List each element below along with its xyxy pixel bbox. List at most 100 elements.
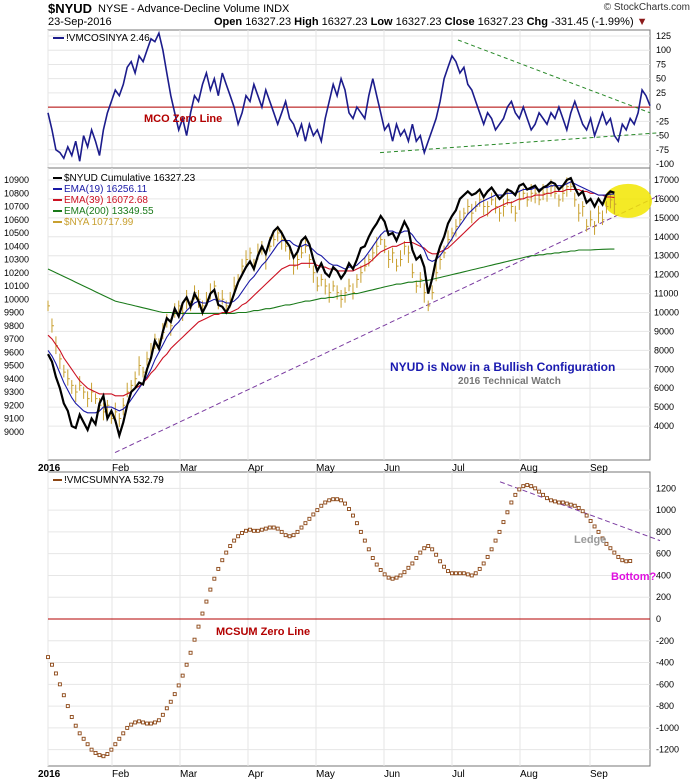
chart-date: 23-Sep-2016 bbox=[48, 16, 112, 28]
mcsum-point bbox=[69, 715, 74, 719]
month-label-aug: Aug bbox=[520, 769, 538, 780]
close-value: 16327.23 bbox=[477, 16, 524, 28]
mcsum-point bbox=[97, 753, 102, 758]
mcsum-point bbox=[339, 498, 344, 503]
low-label: Low bbox=[370, 16, 393, 28]
month-label-2016: 2016 bbox=[38, 769, 61, 780]
mcsum-point bbox=[283, 533, 288, 538]
mcsum-y-tick-label: 0 bbox=[656, 614, 661, 624]
mcsum-point bbox=[248, 527, 252, 532]
mco-y-tick-label: -100 bbox=[656, 159, 674, 169]
month-label-jul: Jul bbox=[452, 769, 465, 780]
mcsum-point bbox=[267, 525, 272, 530]
mcsum-point bbox=[398, 573, 403, 578]
mcsum-point bbox=[331, 497, 336, 502]
mcsum-point bbox=[521, 484, 526, 489]
mcsum-point bbox=[497, 529, 502, 534]
mcsum-point bbox=[319, 503, 324, 508]
mcsum-point bbox=[251, 528, 256, 533]
chg-label: Chg bbox=[526, 16, 548, 28]
high-label: High bbox=[294, 16, 319, 28]
mcsum-point bbox=[501, 520, 506, 525]
chart-header: $NYUD NYSE - Advance-Decline Volume INDX… bbox=[0, 0, 700, 30]
mcsum-point bbox=[240, 531, 245, 535]
mcsum-point bbox=[216, 566, 221, 571]
mcsum-point bbox=[600, 536, 605, 541]
chg-down-arrow-icon: ▼ bbox=[636, 16, 648, 28]
mcsum-point bbox=[529, 484, 534, 489]
mcsum-point bbox=[263, 526, 268, 531]
mcsum-point bbox=[537, 489, 542, 494]
low-value: 16327.23 bbox=[395, 16, 442, 28]
month-label-aug: Aug bbox=[520, 463, 538, 474]
mcsum-point bbox=[224, 550, 229, 555]
mcsum-point bbox=[414, 556, 419, 560]
mcsum-point bbox=[517, 487, 522, 492]
nyud-left-tick-label: 10900 bbox=[4, 175, 29, 185]
month-label-feb: Feb bbox=[112, 463, 130, 474]
nyud-left-tick-label: 9400 bbox=[4, 374, 24, 384]
mcsum-point bbox=[457, 571, 462, 576]
mcsum-point bbox=[220, 558, 225, 563]
mco-y-tick-label: 25 bbox=[656, 88, 666, 98]
mcsum-point bbox=[46, 655, 50, 660]
month-label-mar: Mar bbox=[180, 463, 198, 474]
mcsum-point bbox=[394, 575, 399, 580]
mco-y-tick-label: 100 bbox=[656, 45, 671, 55]
nyud-left-tick-label: 9000 bbox=[4, 427, 24, 437]
nyud-right-tick-label: 16000 bbox=[654, 194, 679, 204]
mcsum-y-tick-label: 200 bbox=[656, 592, 671, 602]
mcsum-y-tick-label: -1200 bbox=[656, 745, 679, 755]
mcsum-y-tick-label: 1200 bbox=[656, 483, 676, 493]
mcsum-y-tick-label: 600 bbox=[656, 549, 671, 559]
mcsum-point bbox=[410, 561, 415, 566]
mcsum-point bbox=[89, 747, 94, 752]
mcsum-point bbox=[287, 534, 292, 539]
mco-y-tick-label: -75 bbox=[656, 145, 669, 155]
mco-y-tick-label: 50 bbox=[656, 74, 666, 84]
nyud-left-tick-label: 10200 bbox=[4, 268, 29, 278]
mcsum-point bbox=[370, 556, 375, 560]
mcsum-point bbox=[172, 692, 177, 697]
mcsum-point bbox=[525, 483, 530, 488]
nyud-left-tick-label: 9700 bbox=[4, 334, 24, 344]
mcsum-point bbox=[362, 538, 367, 543]
month-label-may: May bbox=[316, 463, 335, 474]
mcsum-point bbox=[556, 500, 561, 505]
mcsum-point bbox=[176, 683, 181, 688]
mcsum-point bbox=[406, 565, 411, 570]
nyud-legend-label: EMA(200) 13349.55 bbox=[64, 206, 154, 217]
mcsum-point bbox=[493, 538, 498, 543]
nyud-left-tick-label: 10500 bbox=[4, 228, 29, 238]
mcsum-point bbox=[113, 742, 118, 747]
month-label-apr: Apr bbox=[248, 769, 264, 780]
mcsum-point bbox=[596, 529, 601, 534]
mcsum-point bbox=[465, 572, 470, 577]
mcsum-point bbox=[461, 571, 466, 576]
mcsum-point bbox=[295, 529, 300, 534]
mcsum-point bbox=[347, 507, 351, 511]
mcsum-point bbox=[430, 547, 435, 552]
nyud-left-tick-label: 10300 bbox=[4, 255, 29, 265]
series--nyud-cumulative-line bbox=[47, 176, 615, 440]
mcsum-point bbox=[137, 719, 142, 724]
mcsum-point bbox=[101, 754, 106, 759]
mcsum-point bbox=[311, 512, 316, 517]
x-axis-bottom: 2016 Feb Mar Apr May Jun Jul Aug Sep bbox=[38, 769, 608, 780]
nyud-left-tick-label: 10000 bbox=[4, 294, 29, 304]
nyud-left-tick-label: 9900 bbox=[4, 308, 24, 318]
mcsum-point bbox=[121, 731, 126, 736]
mco-y-tick-label: -25 bbox=[656, 116, 669, 126]
nyud-left-tick-label: 9100 bbox=[4, 414, 24, 424]
mco-upper-trendline bbox=[457, 39, 651, 114]
mcsum-point bbox=[485, 554, 490, 559]
mcsum-point bbox=[156, 718, 161, 723]
symbol-name: NYSE - Advance-Decline Volume INDX bbox=[98, 3, 290, 15]
mcsum-zero-line-label: MCSUM Zero Line bbox=[216, 626, 310, 638]
mcsum-point bbox=[584, 513, 589, 518]
mcsum-point bbox=[469, 573, 474, 578]
nyud-left-tick-label: 9600 bbox=[4, 347, 24, 357]
mcsum-point bbox=[608, 546, 613, 551]
month-label-sep: Sep bbox=[590, 769, 608, 780]
nyud-right-tick-label: 9000 bbox=[654, 326, 674, 336]
